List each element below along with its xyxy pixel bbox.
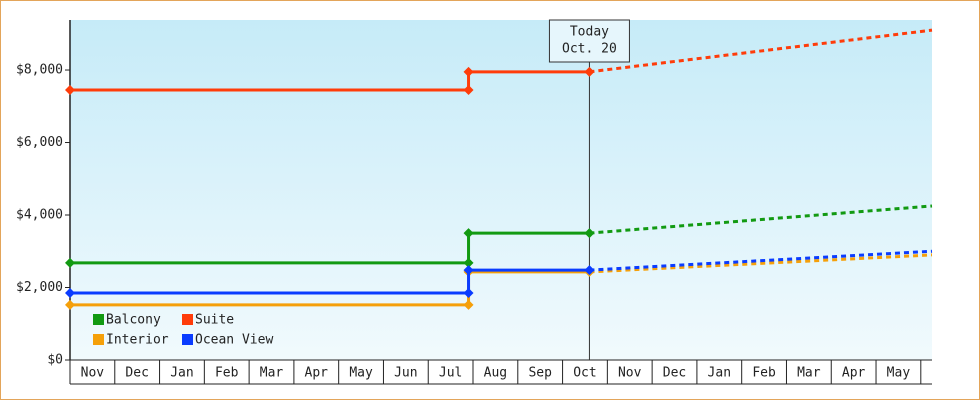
price-point [584, 265, 595, 276]
price-point [463, 228, 474, 239]
x-tick-label: Dec [663, 366, 686, 381]
today-label: Today [570, 25, 609, 40]
price-line [70, 70, 590, 92]
legend-swatch [93, 334, 104, 345]
legend-swatch [182, 334, 193, 345]
x-tick-label: May [887, 366, 911, 381]
forecast-line [589, 249, 933, 272]
price-point [65, 287, 75, 298]
forecast-line [589, 253, 933, 274]
y-tick-label: $8,000 [16, 63, 63, 78]
x-tick-label: Feb [215, 366, 239, 381]
x-tick-label: Mar [260, 366, 284, 381]
x-tick-label: Jan [170, 366, 193, 381]
y-tick-label: $4,000 [16, 208, 63, 223]
x-tick-label: Sep [528, 366, 552, 381]
x-tick-label: Mar [797, 366, 821, 381]
y-tick-label: $2,000 [16, 280, 63, 295]
price-point [463, 265, 474, 276]
price-point [463, 299, 474, 310]
legend-label: Interior [106, 333, 169, 348]
forecast-line [589, 204, 933, 235]
forecast-line [589, 28, 933, 74]
today-label: Oct. 20 [562, 42, 617, 57]
y-tick-label: $0 [47, 353, 63, 368]
plot-area [70, 20, 932, 360]
price-point [65, 257, 75, 268]
x-tick-label: Oct [573, 366, 596, 381]
y-tick-label: $6,000 [16, 135, 63, 150]
x-tick-label: Jul [439, 366, 462, 381]
price-point [463, 257, 474, 268]
x-tick-label: Apr [842, 366, 866, 381]
price-point [463, 287, 474, 298]
x-tick-label: Nov [618, 366, 642, 381]
legend-swatch [182, 314, 193, 325]
price-point [463, 66, 474, 77]
price-point [65, 84, 75, 95]
legend-swatch [93, 314, 104, 325]
legend-label: Ocean View [195, 333, 273, 348]
x-tick-label: Jun [394, 366, 417, 381]
price-point [584, 66, 595, 77]
price-line [70, 231, 590, 265]
price-line [70, 268, 590, 295]
x-tick-label: Apr [305, 366, 329, 381]
price-point [463, 84, 474, 95]
legend-label: Suite [195, 313, 234, 328]
price-point [584, 228, 595, 239]
x-tick-label: May [349, 366, 373, 381]
price-point [65, 299, 75, 310]
legend-label: Balcony [106, 313, 161, 328]
x-tick-label: Aug [484, 366, 507, 381]
x-tick-label: Nov [81, 366, 105, 381]
x-tick-label: Dec [125, 366, 148, 381]
x-tick-label: Jan [708, 366, 731, 381]
today-box [548, 19, 630, 63]
x-tick-label: Feb [752, 366, 776, 381]
